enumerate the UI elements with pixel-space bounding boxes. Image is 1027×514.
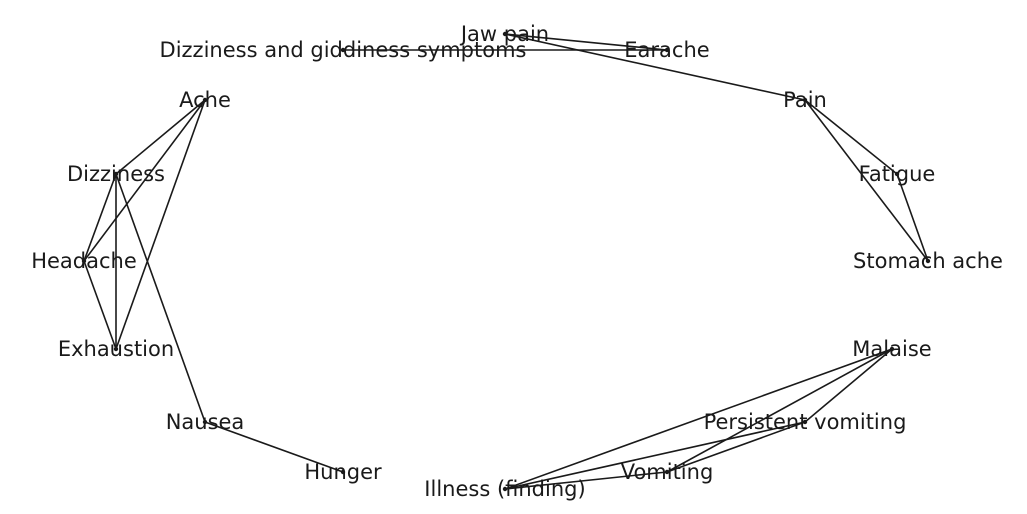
node-label-pain: Pain [783, 88, 827, 112]
edge-persistent-vomiting-to-illness [504, 421, 806, 490]
node-malaise: Malaise [852, 337, 931, 361]
node-fatigue: Fatigue [859, 162, 936, 186]
node-exhaustion: Exhaustion [58, 337, 174, 361]
edge-nausea-to-hunger [204, 421, 344, 473]
node-label-jaw-pain: Jaw pain [459, 22, 549, 46]
node-label-ache: Ache [179, 88, 231, 112]
node-label-illness: Illness (finding) [424, 477, 585, 501]
edge-fatigue-to-stomach-ache [896, 173, 929, 262]
node-label-stomach-ache: Stomach ache [853, 249, 1003, 273]
edge-headache-to-exhaustion [83, 260, 117, 350]
node-headache: Headache [31, 249, 137, 273]
node-jaw-pain: Jaw pain [459, 22, 549, 46]
edge-vomiting-to-illness [504, 471, 668, 490]
node-label-vomiting: Vomiting [621, 460, 714, 484]
node-label-malaise: Malaise [852, 337, 931, 361]
node-point-earache [664, 47, 670, 53]
node-point-exhaustion [113, 346, 119, 352]
edge-persistent-vomiting-to-vomiting [666, 421, 806, 473]
edge-dizziness-to-nausea [115, 173, 206, 423]
node-point-jaw-pain [502, 31, 508, 37]
node-illness: Illness (finding) [424, 477, 585, 501]
node-dizziness-giddiness: Dizziness and giddiness symptoms [160, 38, 527, 62]
node-persistent-vomiting: Persistent vomiting [704, 410, 907, 434]
node-nausea: Nausea [166, 410, 245, 434]
node-point-persistent-vomiting [802, 419, 808, 425]
edge-jaw-pain-to-earache [504, 33, 668, 51]
node-label-hunger: Hunger [304, 460, 382, 484]
node-point-dizziness-giddiness [340, 47, 346, 53]
node-point-hunger [340, 469, 346, 475]
graph-nodes: Jaw pain Earache Dizziness and giddiness s… [31, 22, 1003, 501]
edge-pain-to-stomach-ache [804, 99, 929, 262]
edge-pain-to-fatigue [804, 99, 898, 175]
node-label-exhaustion: Exhaustion [58, 337, 174, 361]
node-point-fatigue [894, 171, 900, 177]
node-point-vomiting [664, 469, 670, 475]
node-point-stomach-ache [925, 258, 931, 264]
node-label-dizziness-giddiness: Dizziness and giddiness symptoms [160, 38, 527, 62]
edge-malaise-to-illness [504, 348, 893, 490]
graph-edges [83, 33, 929, 490]
node-label-dizziness: Dizziness [67, 162, 165, 186]
edge-ache-to-exhaustion [115, 99, 206, 350]
edge-ache-to-dizziness [115, 99, 206, 175]
node-earache: Earache [624, 38, 709, 62]
node-dizziness: Dizziness [67, 162, 165, 186]
node-hunger: Hunger [304, 460, 382, 484]
edge-malaise-to-vomiting [666, 348, 893, 473]
node-point-headache [81, 258, 87, 264]
node-point-illness [502, 486, 508, 492]
node-ache: Ache [179, 88, 231, 112]
node-point-pain [802, 97, 808, 103]
node-label-fatigue: Fatigue [859, 162, 936, 186]
node-point-nausea [202, 419, 208, 425]
edge-jaw-pain-to-pain [504, 33, 806, 101]
node-stomach-ache: Stomach ache [853, 249, 1003, 273]
node-point-malaise [889, 346, 895, 352]
node-label-earache: Earache [624, 38, 709, 62]
node-label-persistent-vomiting: Persistent vomiting [704, 410, 907, 434]
edge-ache-to-headache [83, 99, 206, 262]
edge-dizziness-to-headache [83, 173, 117, 262]
node-point-ache [202, 97, 208, 103]
node-point-dizziness [113, 171, 119, 177]
node-label-nausea: Nausea [166, 410, 245, 434]
edge-malaise-to-persistent-vomiting [804, 348, 893, 423]
node-label-headache: Headache [31, 249, 137, 273]
node-pain: Pain [783, 88, 827, 112]
node-vomiting: Vomiting [621, 460, 714, 484]
